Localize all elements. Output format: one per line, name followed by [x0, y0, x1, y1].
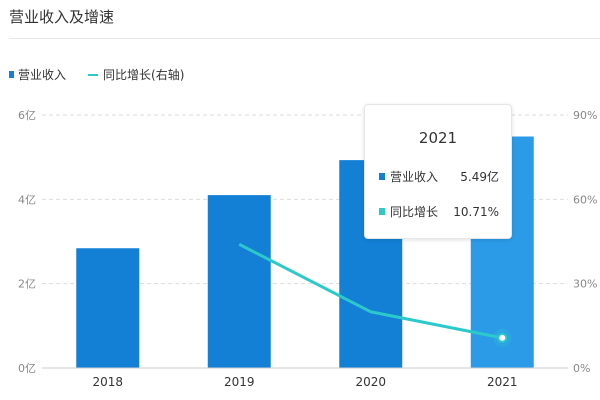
square-marker-icon: [379, 208, 385, 215]
tooltip-label: 营业收入: [390, 170, 439, 184]
y-right-tick: 30%: [573, 278, 597, 291]
bar-2019[interactable]: [207, 195, 271, 368]
chart-title: 营业收入及增速: [9, 8, 115, 26]
tooltip-value: 5.49亿: [460, 170, 499, 184]
x-tick: 2018: [92, 375, 123, 389]
y-left-tick: 4亿: [18, 193, 36, 206]
legend-item-revenue[interactable]: 营业收入: [9, 66, 66, 83]
y-left-tick: 0亿: [18, 362, 36, 375]
data-point-marker[interactable]: [497, 332, 508, 343]
y-right-tick: 0%: [573, 362, 590, 375]
tooltip-value: 10.71%: [453, 204, 499, 219]
legend-item-growth[interactable]: 同比增长(右轴): [88, 66, 184, 83]
x-tick: 2021: [487, 375, 518, 389]
tooltip-year: 2021: [418, 129, 458, 147]
y-left-tick: 6亿: [18, 109, 36, 122]
bar-2018[interactable]: [76, 248, 140, 368]
legend-label: 同比增长(右轴): [103, 68, 185, 82]
square-marker-icon: [379, 173, 385, 180]
tooltip: 2021 营业收入 5.49亿 同比增长 10.71%: [364, 104, 512, 239]
square-marker-icon: [9, 71, 14, 78]
x-tick: 2019: [224, 375, 255, 389]
y-right-tick: 60%: [573, 193, 597, 206]
growth-line: [238, 242, 503, 340]
y-right-tick: 90%: [573, 109, 597, 122]
legend-label: 营业收入: [18, 68, 67, 82]
tooltip-label: 同比增长: [390, 205, 439, 219]
x-tick: 2020: [355, 375, 386, 389]
title-divider: [9, 38, 600, 39]
tooltip-row-revenue: 营业收入 5.49亿: [379, 168, 499, 185]
tooltip-row-growth: 同比增长 10.71%: [379, 203, 499, 220]
y-left-tick: 2亿: [18, 278, 36, 291]
legend: 营业收入 同比增长(右轴): [9, 66, 206, 83]
line-marker-icon: [88, 73, 99, 76]
